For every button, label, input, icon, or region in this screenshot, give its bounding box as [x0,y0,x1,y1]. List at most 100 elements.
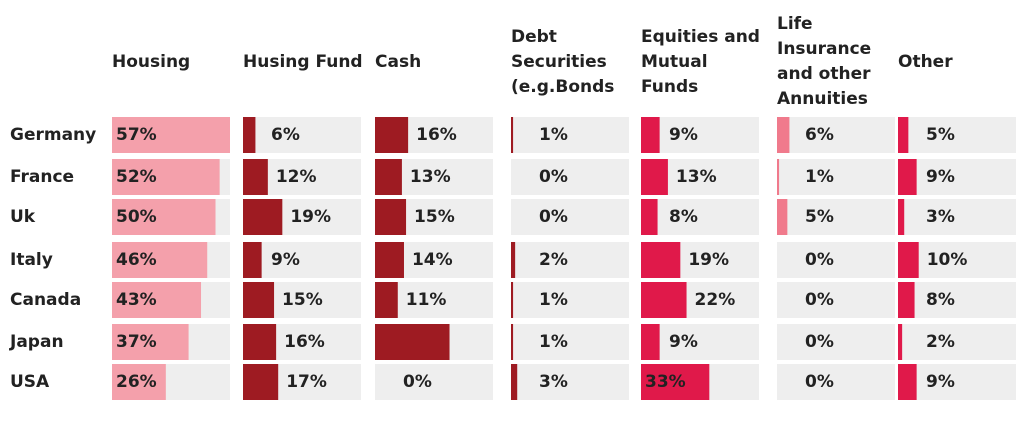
column-header: Other [898,51,953,72]
bar [243,242,262,278]
value-label: 37% [116,332,157,352]
bar-track [511,364,629,400]
row-label: USA [10,372,50,392]
value-label: 14% [412,250,453,270]
value-label: 50% [116,207,157,227]
bar-track [777,282,895,318]
bar-track [777,159,895,195]
row-label: Uk [10,207,36,227]
bar [375,199,407,235]
value-label: 11% [406,290,447,310]
bar [898,242,919,278]
row-label: Italy [10,250,53,270]
value-label: 9% [669,125,698,145]
value-label: 0% [539,207,568,227]
bar [641,242,681,278]
value-label: 9% [271,250,300,270]
value-label: 5% [805,207,834,227]
series-name: Husing Fund [243,51,363,72]
bar-track [641,324,759,360]
bar [243,324,277,360]
bar [112,159,220,195]
bar-track [898,117,1016,153]
bar [243,282,275,318]
bar-track [243,117,361,153]
value-label: 17% [286,372,327,392]
bar [641,282,687,318]
bar [511,364,518,400]
bar [112,199,216,235]
value-label: 3% [539,372,568,392]
bar [898,364,917,400]
value-label: 26% [116,372,157,392]
bar-track [511,159,629,195]
bar [777,199,788,235]
bar [112,282,202,318]
bar-track [777,324,895,360]
value-label: 16% [416,125,457,145]
value-label: 1% [539,125,568,145]
series-name: Other [898,51,953,72]
bar [898,282,915,318]
bar-track [641,199,759,235]
bar [112,117,230,153]
bar [898,117,909,153]
bar-track [898,364,1016,400]
bar [511,117,514,153]
bar-track [511,282,629,318]
bar [112,242,208,278]
bar-track [777,199,895,235]
row-label: Japan [9,332,64,352]
bar [375,282,398,318]
bar [641,159,668,195]
bar-track [243,242,361,278]
value-label: 0% [403,372,432,392]
value-label: 8% [926,290,955,310]
series-name: Housing [112,51,191,72]
value-label: 1% [539,290,568,310]
series-name: Debt Securities (e.g.Bonds [511,26,615,97]
bar [641,117,660,153]
bar [898,324,903,360]
value-label: 46% [116,250,157,270]
row-label: France [10,167,74,187]
bar-track [777,117,895,153]
value-label: 19% [290,207,331,227]
column-header: Debt Securities (e.g.Bonds [511,26,615,97]
value-label: 2% [926,332,955,352]
value-label: 0% [805,250,834,270]
bar [777,117,790,153]
column-header: Life Insurance and other Annuities [777,14,871,109]
value-label: 12% [276,167,317,187]
series-name: Equities and Mutual Funds [641,26,760,97]
bar [243,117,256,153]
value-label: 8% [669,207,698,227]
value-label: 5% [926,125,955,145]
bar-track [511,324,629,360]
bar [112,364,166,400]
bar [511,324,514,360]
value-label: 33% [645,372,686,392]
value-label: 2% [539,250,568,270]
bar [243,199,283,235]
value-label: 22% [695,290,736,310]
bar-track [898,199,1016,235]
value-label: 13% [676,167,717,187]
value-label: 9% [926,167,955,187]
value-label: 16% [284,332,325,352]
value-label: 0% [805,372,834,392]
column-header: Housing [112,51,191,72]
value-label: 52% [116,167,157,187]
bar-track [641,117,759,153]
value-label: 3% [926,207,955,227]
value-label: 0% [805,332,834,352]
column-header: Husing Fund [243,51,363,72]
bar [112,324,189,360]
bar [375,242,404,278]
row-label: Germany [10,125,96,145]
column-header: Equities and Mutual Funds [641,26,760,97]
bar [243,159,268,195]
bar-track [511,117,629,153]
bar-track [375,364,493,400]
bar [641,364,710,400]
